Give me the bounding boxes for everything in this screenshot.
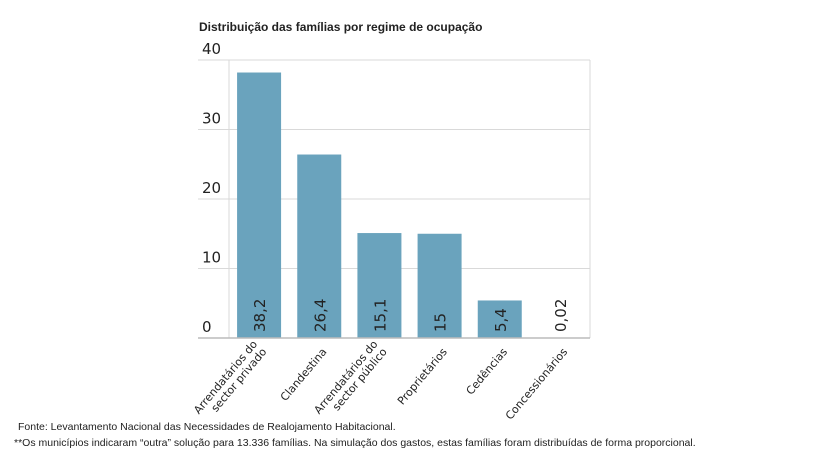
data-label: 0,02 — [552, 299, 570, 332]
data-label: 15,1 — [371, 299, 389, 332]
x-tick-label: Arrendatários dosector privado — [191, 338, 269, 425]
y-tick-label: 20 — [202, 179, 221, 197]
x-tick-label: Proprietários — [395, 345, 450, 407]
data-label: 15 — [432, 313, 450, 332]
data-label: 38,2 — [251, 299, 269, 332]
bar — [297, 154, 342, 338]
y-tick-label: 10 — [202, 249, 221, 267]
data-label: 26,4 — [311, 299, 329, 332]
x-tick-label: Cedências — [464, 345, 511, 397]
bar — [237, 72, 282, 338]
y-tick-label: 40 — [202, 40, 221, 58]
bar — [357, 233, 402, 338]
data-label: 5,4 — [492, 308, 510, 332]
y-tick-label: 0 — [202, 318, 212, 336]
bar — [477, 300, 522, 338]
y-tick-label: 30 — [202, 110, 221, 128]
x-tick-label: Concessionários — [503, 345, 570, 422]
bar — [417, 233, 462, 338]
chart-title: Distribuição das famílias por regime de … — [199, 20, 483, 34]
footnote: **Os municípios indicaram “outra” soluçã… — [14, 437, 696, 449]
source-note: Fonte: Levantamento Nacional das Necessi… — [18, 421, 396, 433]
